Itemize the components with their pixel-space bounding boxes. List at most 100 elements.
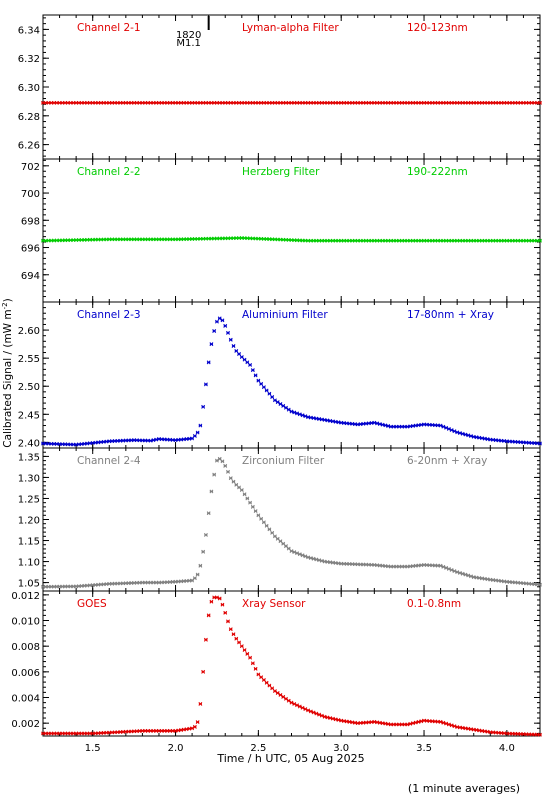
series-4-points [41,456,542,589]
data-point [214,319,219,324]
data-point [248,655,253,660]
y-axis-label-close: ) [2,298,14,302]
y-tick-label: 2.50 [18,382,40,393]
data-point [270,686,275,691]
data-point [226,619,230,624]
data-point [212,472,217,477]
x-tick-label: 4.0 [499,743,515,754]
y-axis-label-unit-exponent: -2 [1,302,9,309]
filter-label: Herzberg Filter [242,166,320,178]
x-tick-label: 3.5 [416,743,432,754]
data-point [386,424,391,428]
y-tick-label: 0.010 [11,617,40,628]
data-point [220,459,225,464]
data-point [319,417,324,422]
data-point [242,648,247,652]
x-tick-label: 3.0 [333,743,349,754]
y-tick-label: 0.008 [11,642,40,653]
data-point [228,476,233,481]
data-point [306,555,311,560]
data-point [195,572,200,577]
data-point [192,434,197,438]
data-point [449,723,454,728]
data-point [319,558,324,563]
panel-5: 0.002 0.004 0.006 0.008 0.010 0.012 GOES Xray S… [11,590,542,737]
series-3-points [41,316,542,447]
data-point [264,388,269,393]
data-point [325,418,330,423]
data-point [308,415,313,420]
data-point [220,318,225,323]
data-point [284,696,288,701]
data-point [295,411,299,416]
data-point [234,482,239,487]
data-point [322,714,327,719]
data-point [248,362,253,367]
y-tick-label: 1.20 [18,516,40,527]
y-tick-label: 1.30 [18,473,40,484]
data-point [228,627,233,632]
data-point [405,722,410,727]
data-point [419,719,424,724]
data-point [538,238,542,243]
x-tick-label: 1.5 [85,743,101,754]
data-point [460,571,465,576]
y-tick-label: 0.004 [11,694,40,705]
data-point [253,373,258,378]
data-point [333,419,338,424]
data-point [261,385,266,390]
filter-label: Zirconium Filter [242,455,325,467]
data-point [275,691,280,695]
data-point [317,417,322,421]
band-label: 190-222nm [407,166,468,178]
data-point [201,549,206,554]
data-point [485,437,490,442]
data-point [272,689,277,694]
data-point [239,488,244,493]
channel-label: Channel 2-4 [77,455,141,467]
data-point [223,463,228,468]
data-point [306,415,311,420]
data-point [234,348,239,353]
data-point [201,404,206,409]
data-point [281,694,286,699]
y-tick-label: 694 [21,271,40,282]
data-point [231,632,236,637]
y-tick-label: 702 [21,162,40,173]
y-tick-label: 696 [21,244,40,255]
data-point [336,420,341,425]
data-point [198,563,203,568]
data-point [223,323,228,328]
data-point [237,352,241,356]
data-point [250,368,255,373]
data-point [538,732,542,737]
y-axis-label: Calibrated Signal / (mW m-2) [1,298,14,447]
data-point [209,489,214,494]
series-2-points [41,236,542,243]
data-point [253,666,258,671]
y-tick-label: 700 [21,189,40,200]
y-tick-label: 6.26 [18,141,40,152]
data-point [267,527,272,532]
data-point [201,669,206,674]
data-point [226,469,230,474]
data-point [259,516,264,521]
data-point [259,675,264,680]
data-point [480,436,484,441]
data-point [242,492,247,497]
data-point [206,613,211,618]
data-point [239,644,244,649]
data-point [457,570,462,575]
data-point [261,678,266,682]
data-point [281,403,286,408]
data-point [446,722,451,727]
data-point [460,431,465,436]
data-point [231,344,236,348]
data-point [278,692,283,697]
data-point [239,355,244,359]
data-point [261,520,266,525]
y-tick-label: 6.34 [18,25,40,36]
panel-3: 2.40 2.45 2.50 2.55 2.60 Channel 2-3 Aluminium… [18,301,542,449]
y-tick-label: 0.012 [11,591,40,602]
data-point [477,435,482,440]
